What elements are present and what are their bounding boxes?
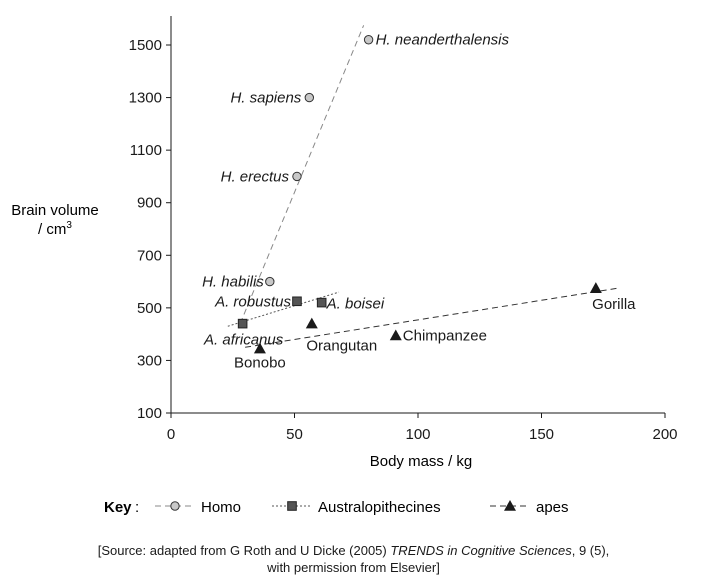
x-tick-label: 0	[167, 426, 175, 443]
point-marker	[292, 296, 302, 307]
source-prefix: [Source: adapted from G Roth and U Dicke…	[97, 543, 391, 558]
y-axis-unit-exponent: 3	[66, 220, 72, 231]
y-tick-label: 1100	[130, 142, 162, 159]
point-marker	[253, 342, 266, 354]
point-marker	[589, 282, 602, 293]
y-tick-label: 100	[137, 405, 162, 422]
trend-line-australopithecines	[227, 291, 340, 327]
source-citation: [Source: adapted from G Roth and U Dicke…	[0, 542, 707, 559]
x-tick-label: 100	[405, 426, 430, 443]
source-citation-line2: with permission from Elsevier]	[0, 559, 707, 576]
x-tick-label: 150	[529, 426, 554, 443]
point-label: H. sapiens	[230, 90, 301, 107]
y-tick-label: 1500	[129, 37, 162, 54]
source-journal: TRENDS in Cognitive Sciences	[390, 543, 572, 558]
point-marker	[316, 297, 327, 308]
point-marker	[265, 276, 275, 287]
axes: 0 50 100 150 200 100 300 500 700 900 1100 1300 1500	[129, 16, 678, 443]
point-label: Gorilla	[592, 296, 636, 313]
legend-label: apes	[536, 499, 569, 516]
legend-label: Australopithecines	[318, 499, 441, 516]
point-marker	[363, 35, 374, 45]
legend-marker	[287, 501, 297, 511]
point-marker	[292, 171, 302, 182]
y-tick-label: 500	[137, 300, 162, 317]
point-label: A. africanus	[203, 332, 284, 349]
legend: Key : Homo Australopithecines apes	[104, 499, 569, 516]
legend-marker	[504, 500, 516, 511]
point-label: Chimpanzee	[403, 327, 487, 344]
legend-colon: :	[135, 499, 139, 516]
y-axis-label-line2: / cm3	[38, 220, 72, 238]
point-label: A. boisei	[326, 296, 385, 313]
point-label: Orangutan	[306, 338, 377, 355]
x-axis-label: Body mass / kg	[370, 453, 473, 470]
y-axis-unit: / cm	[38, 221, 66, 238]
y-tick-label: 300	[137, 352, 162, 369]
point-label: H. erectus	[221, 168, 290, 185]
y-tick-label: 900	[137, 195, 162, 212]
point-label: A. robustus	[214, 293, 291, 310]
x-tick-label: 50	[286, 426, 303, 443]
point-label: H. neanderthalensis	[376, 32, 510, 49]
source-suffix: , 9 (5),	[571, 543, 610, 558]
point-marker	[389, 329, 402, 341]
point-marker	[305, 317, 318, 329]
legend-marker	[170, 501, 180, 511]
y-tick-label: 1300	[129, 90, 162, 107]
legend-title: Key	[104, 499, 132, 516]
legend-label: Homo	[201, 499, 241, 516]
x-tick-label: 200	[652, 426, 677, 443]
point-label: H. habilis	[202, 274, 264, 291]
source-line2: with permission from Elsevier]	[267, 560, 440, 575]
point-label: Bonobo	[234, 355, 286, 372]
trend-line-homo	[239, 25, 365, 324]
trend-line-apes	[245, 287, 619, 348]
y-axis-label-line1: Brain volume	[11, 202, 99, 219]
y-tick-label: 700	[137, 247, 162, 264]
point-marker	[304, 92, 315, 103]
trend-lines	[227, 25, 619, 348]
point-labels: H. neanderthalensis H. sapiens H. erectus H…	[202, 32, 636, 372]
data-points	[237, 35, 602, 354]
point-marker	[237, 318, 248, 329]
